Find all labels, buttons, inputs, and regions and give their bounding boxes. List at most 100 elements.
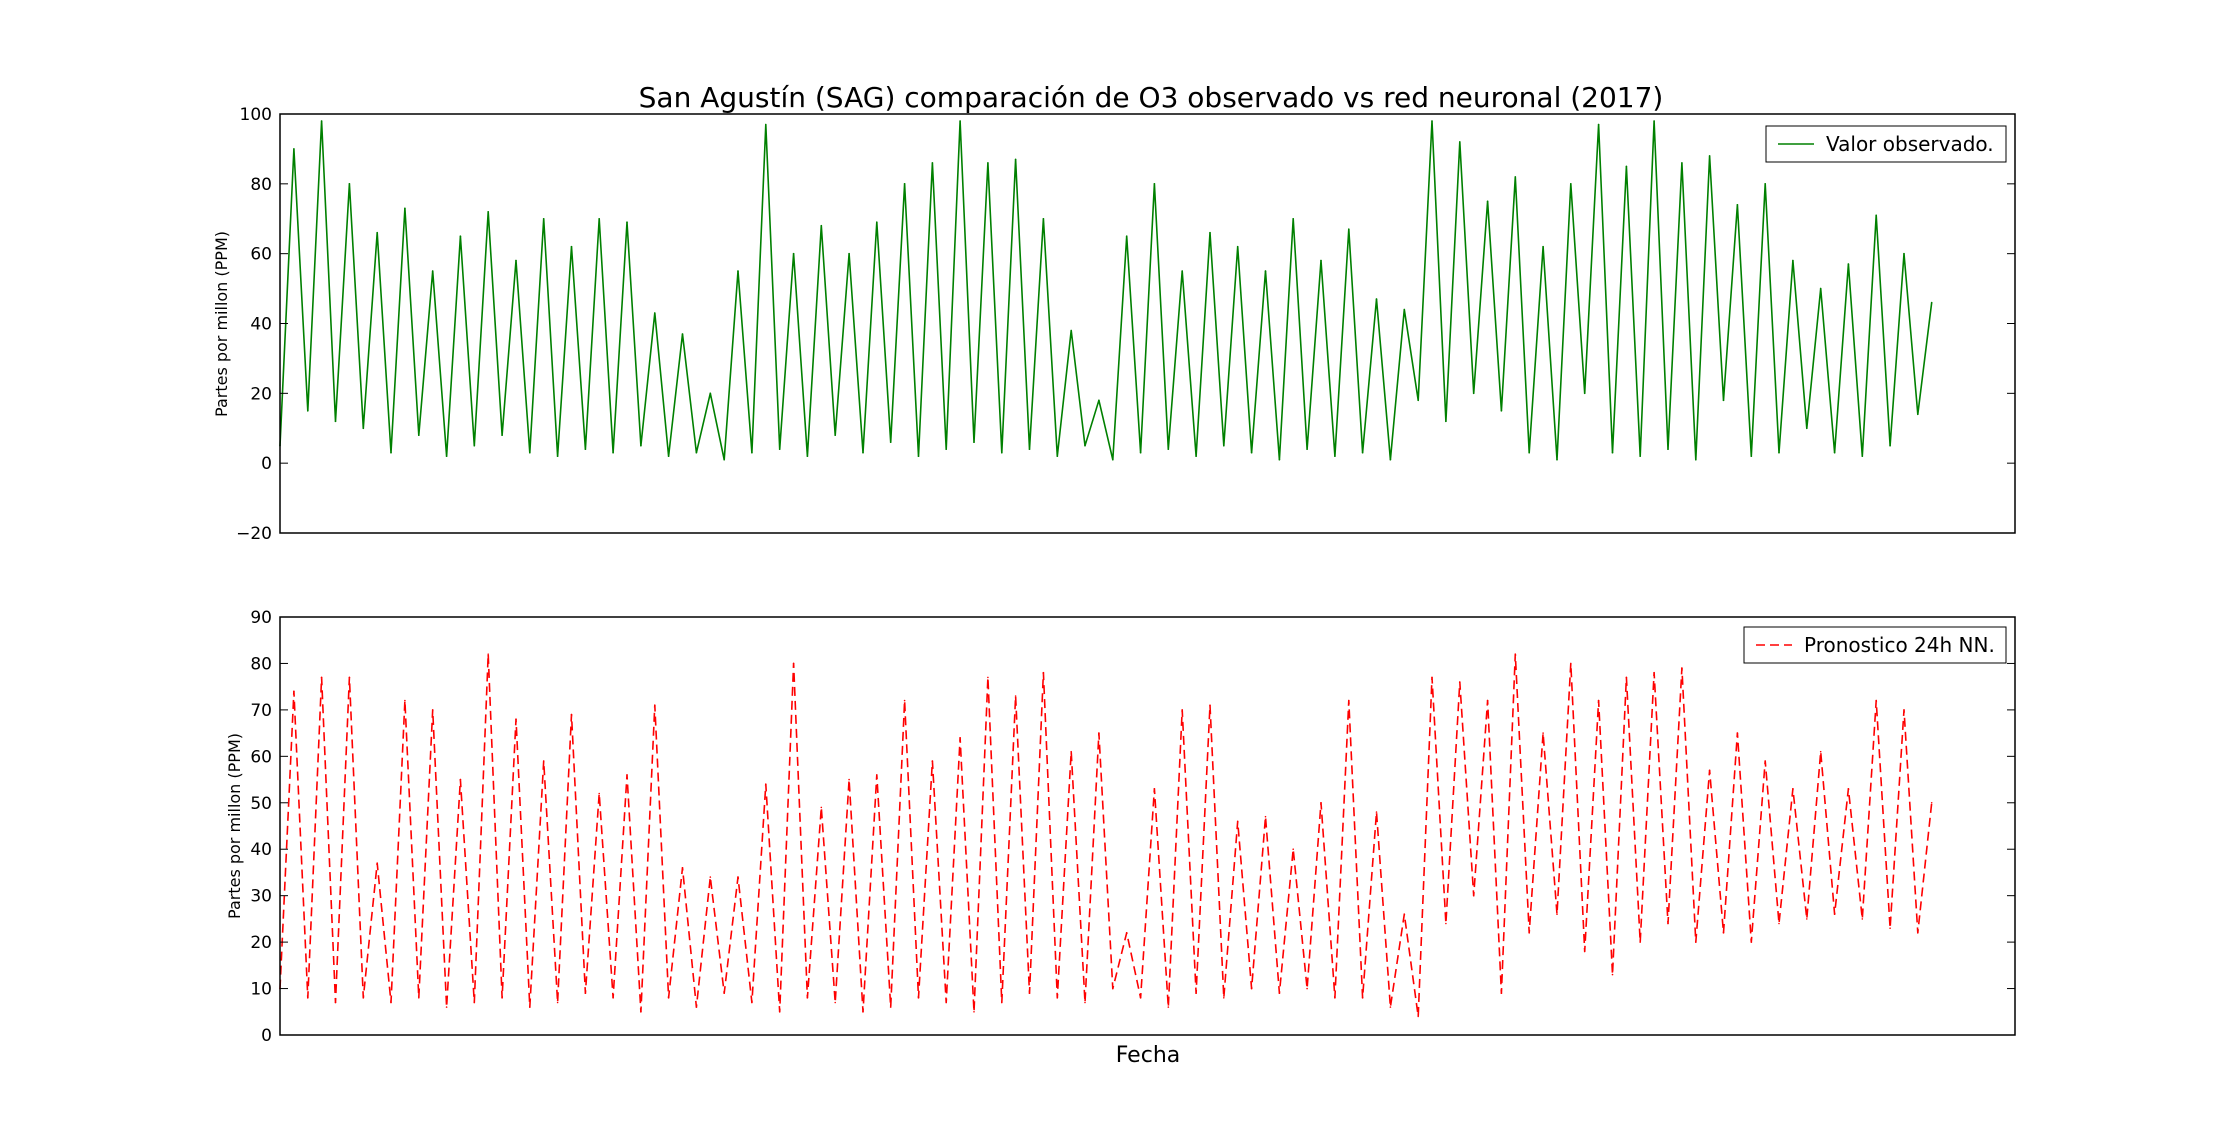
observed-data-point xyxy=(556,455,559,458)
observed-data-point xyxy=(959,120,961,122)
observed-data-point xyxy=(1556,458,1558,461)
observed-y-tick-label: 100 xyxy=(240,105,272,125)
observed-data-point xyxy=(473,444,476,447)
forecast-data-point xyxy=(1889,927,1891,929)
observed-data-point xyxy=(1334,455,1336,458)
observed-data-point xyxy=(1889,444,1891,447)
forecast-data-point xyxy=(723,992,725,994)
observed-data-point xyxy=(778,448,781,451)
observed-data-point xyxy=(973,441,975,444)
observed-data-point xyxy=(765,123,767,126)
forecast-data-point xyxy=(1306,987,1308,990)
observed-y-tick-label: 60 xyxy=(250,245,272,265)
forecast-data-point xyxy=(1570,662,1572,665)
observed-data-point xyxy=(1209,231,1211,234)
forecast-y-tick-label: 30 xyxy=(250,887,272,907)
observed-data-point xyxy=(1098,399,1100,402)
forecast-data-point xyxy=(1875,699,1877,702)
forecast-data-point xyxy=(1597,699,1600,702)
forecast-data-point xyxy=(1500,992,1503,994)
forecast-y-axis-label: Partes por millon (PPM) xyxy=(225,733,244,919)
forecast-data-point xyxy=(515,718,517,720)
observed-data-point xyxy=(1542,245,1544,248)
forecast-data-point xyxy=(765,783,767,785)
forecast-data-point xyxy=(1736,732,1739,734)
observed-data-point xyxy=(1681,162,1683,164)
forecast-data-point xyxy=(1750,941,1753,943)
forecast-data-point xyxy=(529,1006,531,1008)
observed-data-point xyxy=(334,420,337,423)
forecast-data-point xyxy=(459,778,462,781)
observed-data-point xyxy=(1514,176,1517,178)
observed-data-point xyxy=(570,245,573,248)
forecast-data-point xyxy=(903,699,906,702)
observed-data-point xyxy=(348,183,351,185)
forecast-data-point xyxy=(1236,820,1239,823)
forecast-y-tick-label: 60 xyxy=(250,747,272,767)
observed-data-point xyxy=(1736,204,1739,206)
forecast-data-point xyxy=(1028,992,1031,994)
observed-data-point xyxy=(584,448,587,451)
observed-data-point xyxy=(1223,444,1225,447)
forecast-data-point xyxy=(1070,750,1072,753)
forecast-data-point xyxy=(1042,671,1045,674)
observed-data-point xyxy=(404,207,406,210)
observed-y-tick-label: 0 xyxy=(261,454,272,474)
observed-data-point xyxy=(459,235,462,237)
observed-data-point xyxy=(834,434,836,437)
chart-title: San Agustín (SAG) comparación de O3 obse… xyxy=(639,81,1664,114)
forecast-data-point xyxy=(1320,802,1322,804)
forecast-data-point xyxy=(1528,932,1530,934)
observed-data-point xyxy=(1264,270,1267,272)
observed-data-point xyxy=(1375,298,1378,300)
observed-data-point xyxy=(1583,392,1586,395)
forecast-data-point xyxy=(640,1011,642,1013)
observed-data-point xyxy=(1778,451,1780,454)
forecast-data-point xyxy=(307,997,309,999)
observed-data-point xyxy=(1847,263,1850,265)
observed-data-point xyxy=(390,451,392,454)
forecast-data-point xyxy=(348,676,351,679)
observed-data-point xyxy=(1167,448,1170,451)
forecast-data-point xyxy=(820,806,823,809)
forecast-data-point xyxy=(806,997,809,999)
forecast-data-point xyxy=(1139,997,1142,999)
forecast-data-point xyxy=(1292,848,1294,850)
observed-data-point xyxy=(1764,183,1766,185)
observed-data-point xyxy=(1653,120,1655,122)
observed-data-point xyxy=(751,451,753,454)
observed-data-point xyxy=(307,410,309,412)
observed-data-point xyxy=(1500,410,1503,412)
forecast-data-point xyxy=(1486,699,1489,702)
observed-y-tick-label: 40 xyxy=(250,315,272,335)
observed-data-point xyxy=(1903,252,1905,255)
observed-data-point xyxy=(737,270,739,272)
forecast-data-point xyxy=(1264,815,1267,818)
observed-data-point xyxy=(1056,455,1059,458)
observed-data-point xyxy=(1278,458,1281,461)
forecast-data-point xyxy=(473,1001,476,1004)
observed-data-point xyxy=(1320,259,1322,262)
forecast-data-point xyxy=(1806,918,1808,920)
observed-data-point xyxy=(931,162,934,164)
observed-data-point xyxy=(1139,451,1142,454)
observed-data-point xyxy=(709,392,712,395)
forecast-data-point xyxy=(987,676,989,679)
observed-legend-label: Valor observado. xyxy=(1826,132,1994,156)
observed-data-point xyxy=(1861,455,1864,458)
observed-data-point xyxy=(1389,458,1392,461)
forecast-data-point xyxy=(1014,695,1017,697)
forecast-data-point xyxy=(1639,941,1641,943)
forecast-data-point xyxy=(709,876,712,878)
observed-data-point xyxy=(792,252,795,255)
forecast-data-point xyxy=(959,737,961,739)
forecast-data-point xyxy=(1348,699,1350,702)
observed-data-point xyxy=(667,455,670,458)
observed-data-point xyxy=(1361,451,1364,454)
observed-data-point xyxy=(1917,413,1919,416)
observed-data-point xyxy=(431,270,434,272)
observed-data-point xyxy=(1570,183,1572,185)
observed-data-point xyxy=(1611,451,1614,454)
forecast-data-point xyxy=(1722,932,1725,934)
forecast-data-point xyxy=(334,1001,337,1004)
